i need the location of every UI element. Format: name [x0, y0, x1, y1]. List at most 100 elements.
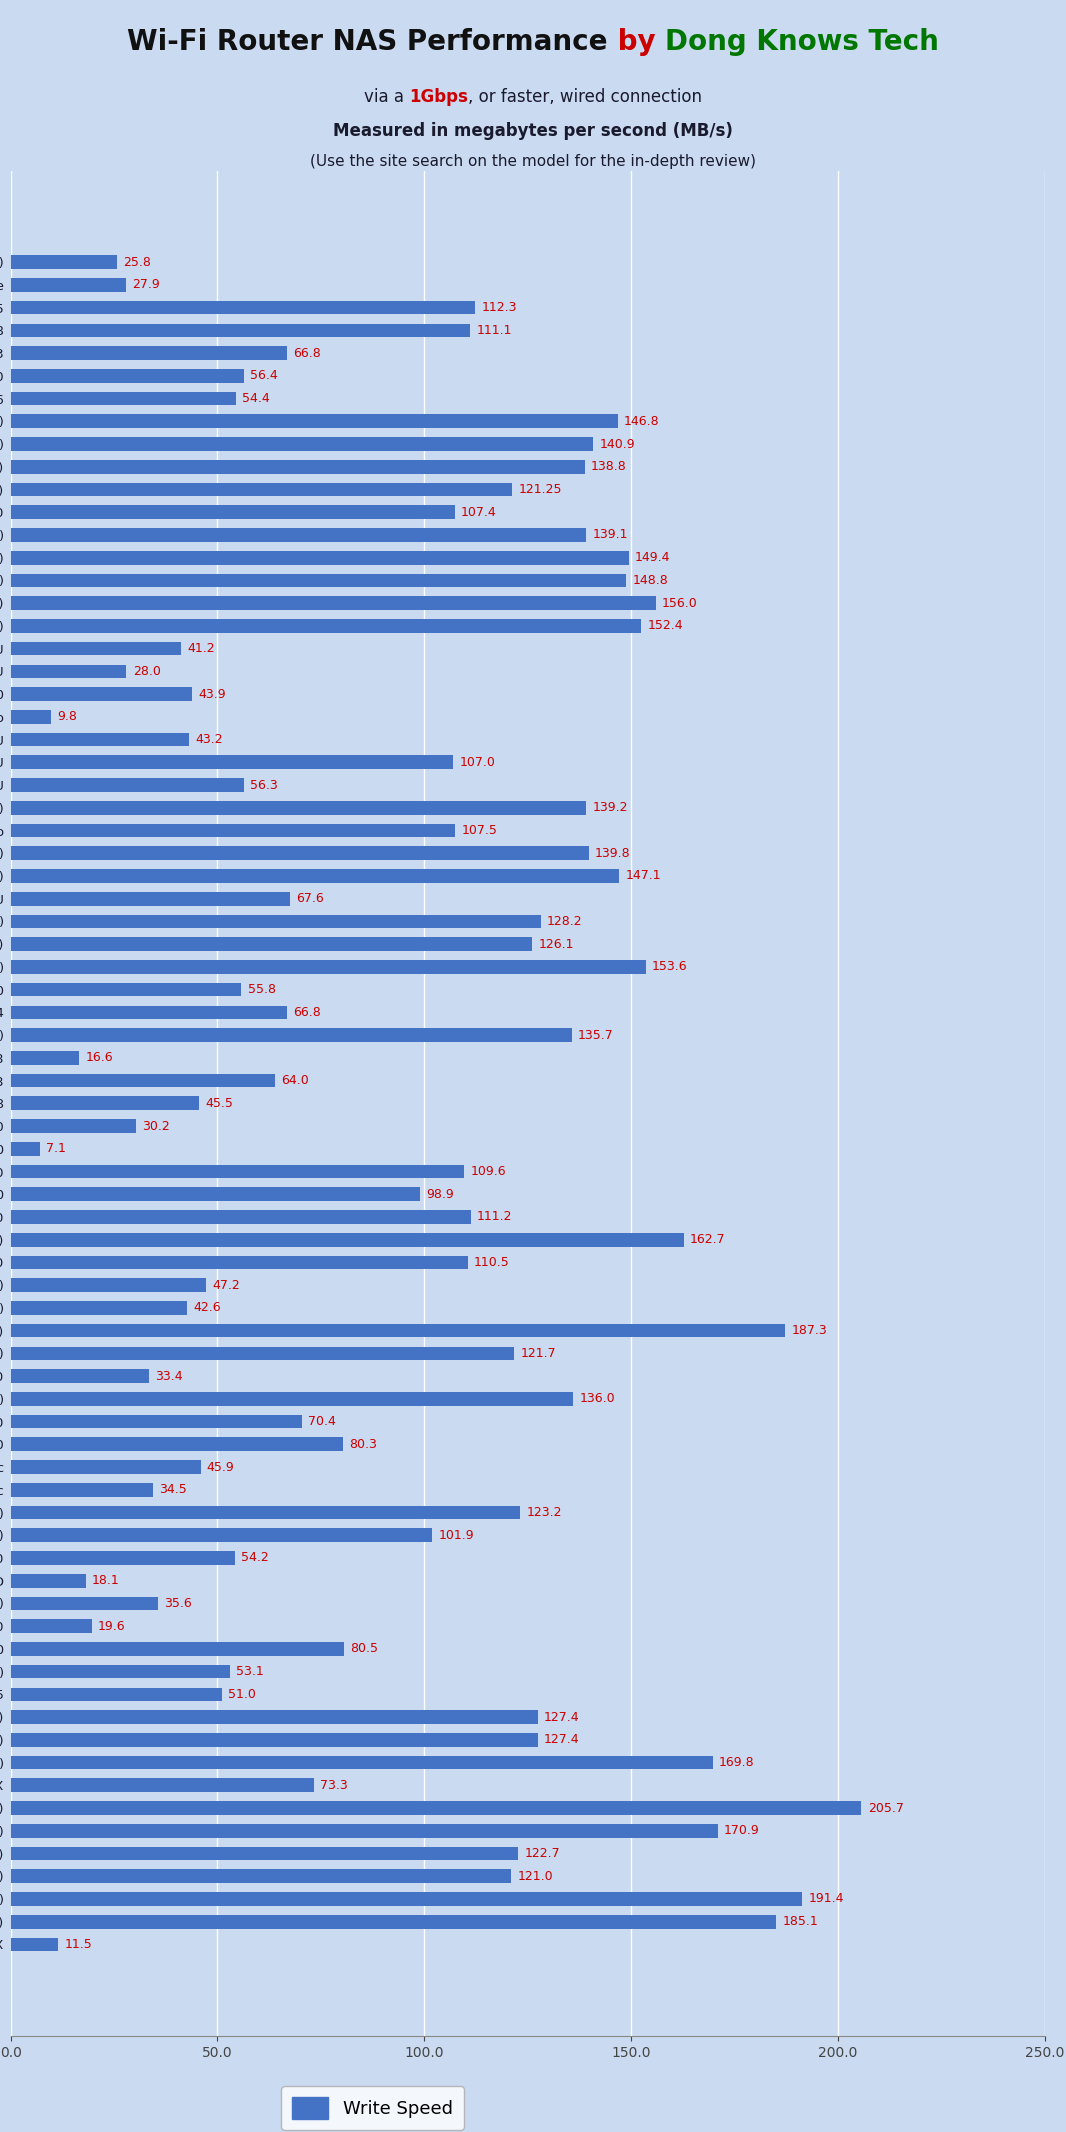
Text: 139.8: 139.8: [595, 846, 631, 859]
Text: 54.2: 54.2: [241, 1552, 269, 1565]
Text: 1Gbps: 1Gbps: [409, 87, 468, 107]
Bar: [11, 1710, 537, 1725]
Bar: [11, 574, 626, 586]
Bar: [11, 461, 585, 473]
Text: 121.25: 121.25: [518, 484, 562, 497]
Bar: [11, 959, 646, 974]
Text: 170.9: 170.9: [724, 1825, 759, 1838]
Bar: [11, 1915, 776, 1929]
Legend: Write Speed: Write Speed: [281, 2085, 464, 2130]
Text: 73.3: 73.3: [320, 1778, 348, 1791]
Bar: [11, 369, 244, 382]
Bar: [11, 983, 242, 996]
Bar: [11, 1028, 572, 1043]
Bar: [11, 1733, 537, 1746]
Bar: [11, 1620, 92, 1633]
Text: 80.3: 80.3: [349, 1437, 377, 1450]
Text: 107.0: 107.0: [459, 757, 496, 770]
Text: via a: via a: [364, 87, 409, 107]
Bar: [11, 1119, 135, 1132]
Bar: [11, 891, 290, 906]
Bar: [11, 687, 192, 701]
Bar: [11, 1075, 275, 1087]
Bar: [11, 345, 287, 360]
Bar: [11, 1689, 222, 1701]
Text: 43.2: 43.2: [195, 733, 223, 746]
Text: 205.7: 205.7: [868, 1802, 904, 1814]
Text: 41.2: 41.2: [188, 642, 215, 655]
Text: 66.8: 66.8: [293, 348, 321, 360]
Text: 42.6: 42.6: [193, 1301, 221, 1315]
Bar: [11, 437, 594, 450]
Text: 45.9: 45.9: [207, 1460, 235, 1473]
Bar: [11, 802, 586, 814]
Text: 149.4: 149.4: [634, 552, 671, 565]
Text: 11.5: 11.5: [64, 1938, 92, 1951]
Bar: [11, 1051, 79, 1064]
Text: 128.2: 128.2: [547, 915, 583, 927]
Bar: [11, 1369, 149, 1384]
Bar: [11, 324, 470, 337]
Bar: [11, 915, 540, 927]
Text: 98.9: 98.9: [426, 1188, 454, 1200]
Text: 9.8: 9.8: [58, 710, 77, 723]
Text: 127.4: 127.4: [544, 1733, 580, 1746]
Text: 34.5: 34.5: [160, 1484, 188, 1497]
Text: 123.2: 123.2: [527, 1505, 562, 1518]
Text: by: by: [608, 28, 665, 55]
Bar: [11, 301, 475, 313]
Bar: [11, 277, 126, 292]
Bar: [11, 1552, 235, 1565]
Text: 111.1: 111.1: [477, 324, 512, 337]
Text: 43.9: 43.9: [198, 689, 226, 701]
Text: 80.5: 80.5: [350, 1642, 377, 1654]
Bar: [11, 1893, 803, 1906]
Text: 121.7: 121.7: [520, 1347, 555, 1360]
Bar: [11, 529, 586, 542]
Text: 187.3: 187.3: [792, 1324, 827, 1337]
Bar: [11, 392, 236, 405]
Bar: [11, 414, 618, 429]
Text: 27.9: 27.9: [132, 279, 160, 292]
Text: 33.4: 33.4: [155, 1369, 182, 1384]
Bar: [11, 823, 455, 838]
Text: 126.1: 126.1: [538, 938, 574, 951]
Bar: [11, 1505, 520, 1520]
Text: 35.6: 35.6: [164, 1597, 192, 1610]
Bar: [11, 597, 656, 610]
Text: 28.0: 28.0: [132, 665, 161, 678]
Bar: [11, 1143, 41, 1156]
Bar: [11, 733, 190, 746]
Text: 122.7: 122.7: [524, 1846, 560, 1859]
Text: 45.5: 45.5: [205, 1096, 233, 1111]
Text: 66.8: 66.8: [293, 1006, 321, 1019]
Text: 70.4: 70.4: [308, 1416, 336, 1428]
Text: 121.0: 121.0: [517, 1870, 553, 1883]
Bar: [11, 870, 619, 883]
Text: , or faster, wired connection: , or faster, wired connection: [468, 87, 702, 107]
Bar: [11, 1324, 786, 1337]
Text: 156.0: 156.0: [662, 597, 698, 610]
Text: 67.6: 67.6: [296, 891, 324, 906]
Bar: [11, 1846, 518, 1861]
Text: 112.3: 112.3: [482, 301, 517, 313]
Bar: [11, 256, 117, 269]
Bar: [11, 642, 181, 655]
Text: 140.9: 140.9: [600, 437, 635, 450]
Text: 56.4: 56.4: [251, 369, 278, 382]
Text: 136.0: 136.0: [580, 1392, 615, 1405]
Text: 135.7: 135.7: [578, 1028, 614, 1043]
Text: (Use the site search on the model for the in-depth review): (Use the site search on the model for th…: [310, 154, 756, 168]
Bar: [11, 1642, 343, 1657]
Bar: [11, 1347, 514, 1360]
Text: 51.0: 51.0: [228, 1689, 256, 1701]
Bar: [11, 482, 512, 497]
Bar: [11, 1460, 200, 1473]
Text: 162.7: 162.7: [690, 1232, 726, 1247]
Bar: [11, 938, 532, 951]
Text: 54.4: 54.4: [242, 392, 270, 405]
Bar: [11, 1825, 717, 1838]
Text: Dong Knows Tech: Dong Knows Tech: [665, 28, 939, 55]
Bar: [11, 1096, 199, 1111]
Text: 110.5: 110.5: [474, 1256, 510, 1269]
